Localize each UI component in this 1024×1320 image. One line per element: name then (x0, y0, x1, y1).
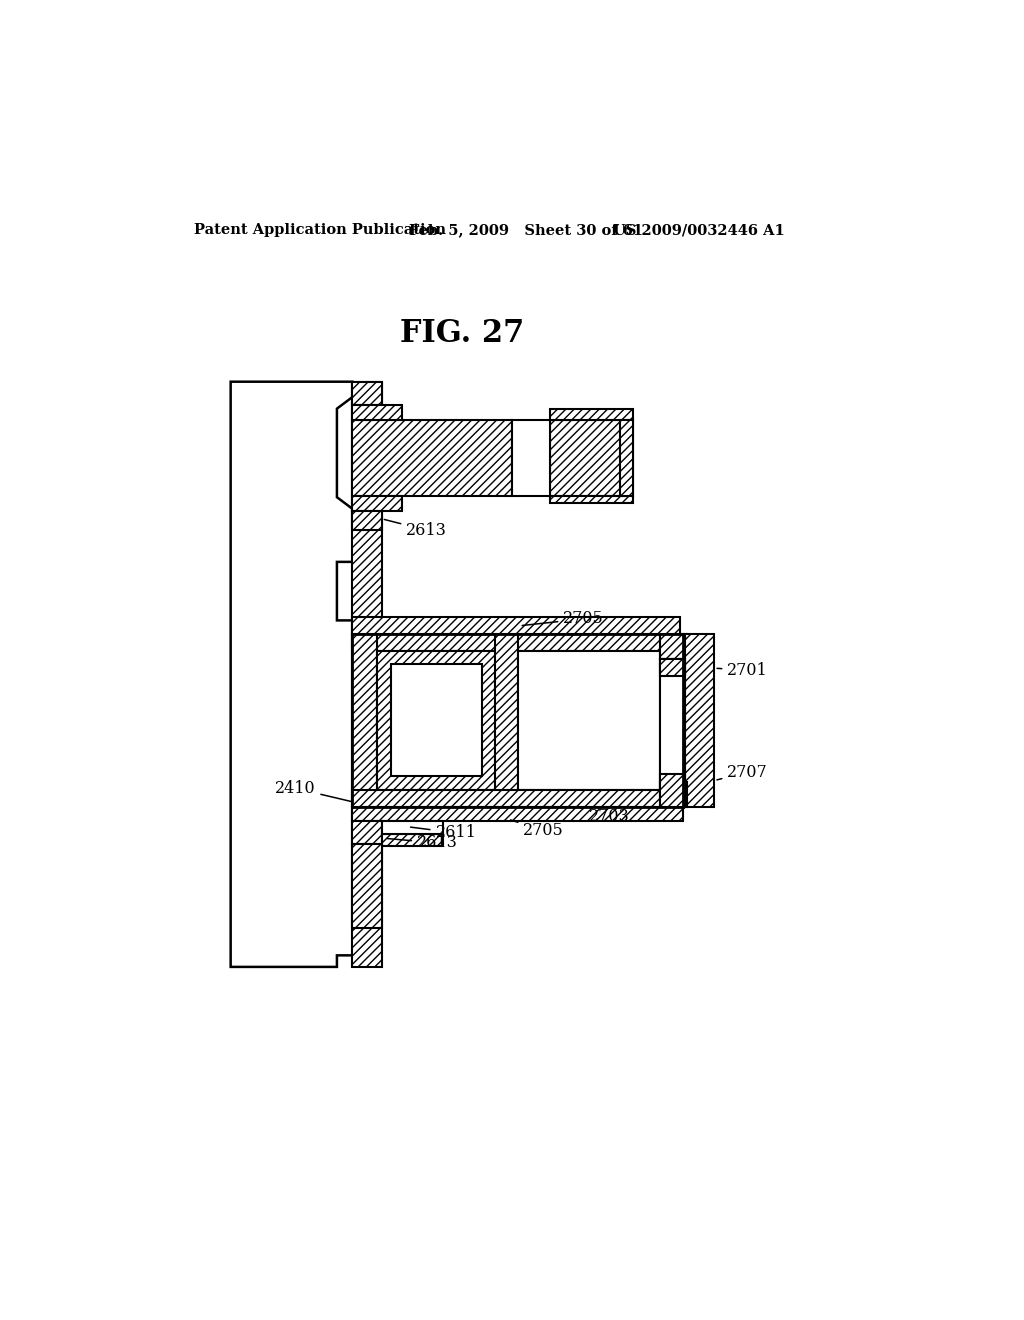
Bar (382, 834, 443, 846)
Bar (352, 635, 683, 651)
Text: 2707: 2707 (717, 763, 768, 780)
Bar (352, 789, 683, 807)
Bar (352, 821, 382, 843)
Bar (550, 420, 634, 496)
Bar (352, 381, 382, 966)
Bar (550, 409, 634, 420)
Bar (377, 651, 497, 789)
Text: 2705: 2705 (522, 610, 604, 627)
Bar (550, 496, 634, 503)
Bar (352, 381, 382, 405)
Text: 2613: 2613 (384, 520, 447, 539)
Bar (352, 511, 382, 531)
Bar (660, 659, 685, 789)
Text: 2611: 2611 (411, 825, 476, 841)
Bar (391, 664, 481, 776)
Text: 2410: 2410 (274, 780, 351, 801)
Bar (352, 496, 402, 511)
Bar (620, 420, 634, 496)
Bar (352, 843, 382, 928)
Bar (352, 635, 377, 800)
Bar (352, 420, 512, 496)
Bar (352, 405, 402, 420)
Bar (382, 821, 443, 834)
Text: 2613: 2613 (387, 834, 458, 851)
Bar (352, 807, 683, 821)
Text: 2705: 2705 (511, 820, 564, 840)
Bar (512, 420, 550, 496)
Text: 2703: 2703 (580, 808, 630, 825)
Text: Patent Application Publication: Patent Application Publication (194, 223, 445, 238)
Bar (685, 635, 714, 807)
Bar (660, 659, 685, 676)
Text: FIG. 27: FIG. 27 (399, 318, 524, 350)
Bar (660, 775, 685, 807)
Text: 2701: 2701 (717, 661, 768, 678)
Bar (352, 618, 680, 635)
Bar (518, 651, 660, 789)
Text: US 2009/0032446 A1: US 2009/0032446 A1 (612, 223, 784, 238)
Bar (495, 635, 518, 800)
Bar (660, 781, 687, 807)
Bar (660, 635, 687, 659)
Polygon shape (230, 381, 352, 966)
Text: Feb. 5, 2009   Sheet 30 of 61: Feb. 5, 2009 Sheet 30 of 61 (410, 223, 643, 238)
